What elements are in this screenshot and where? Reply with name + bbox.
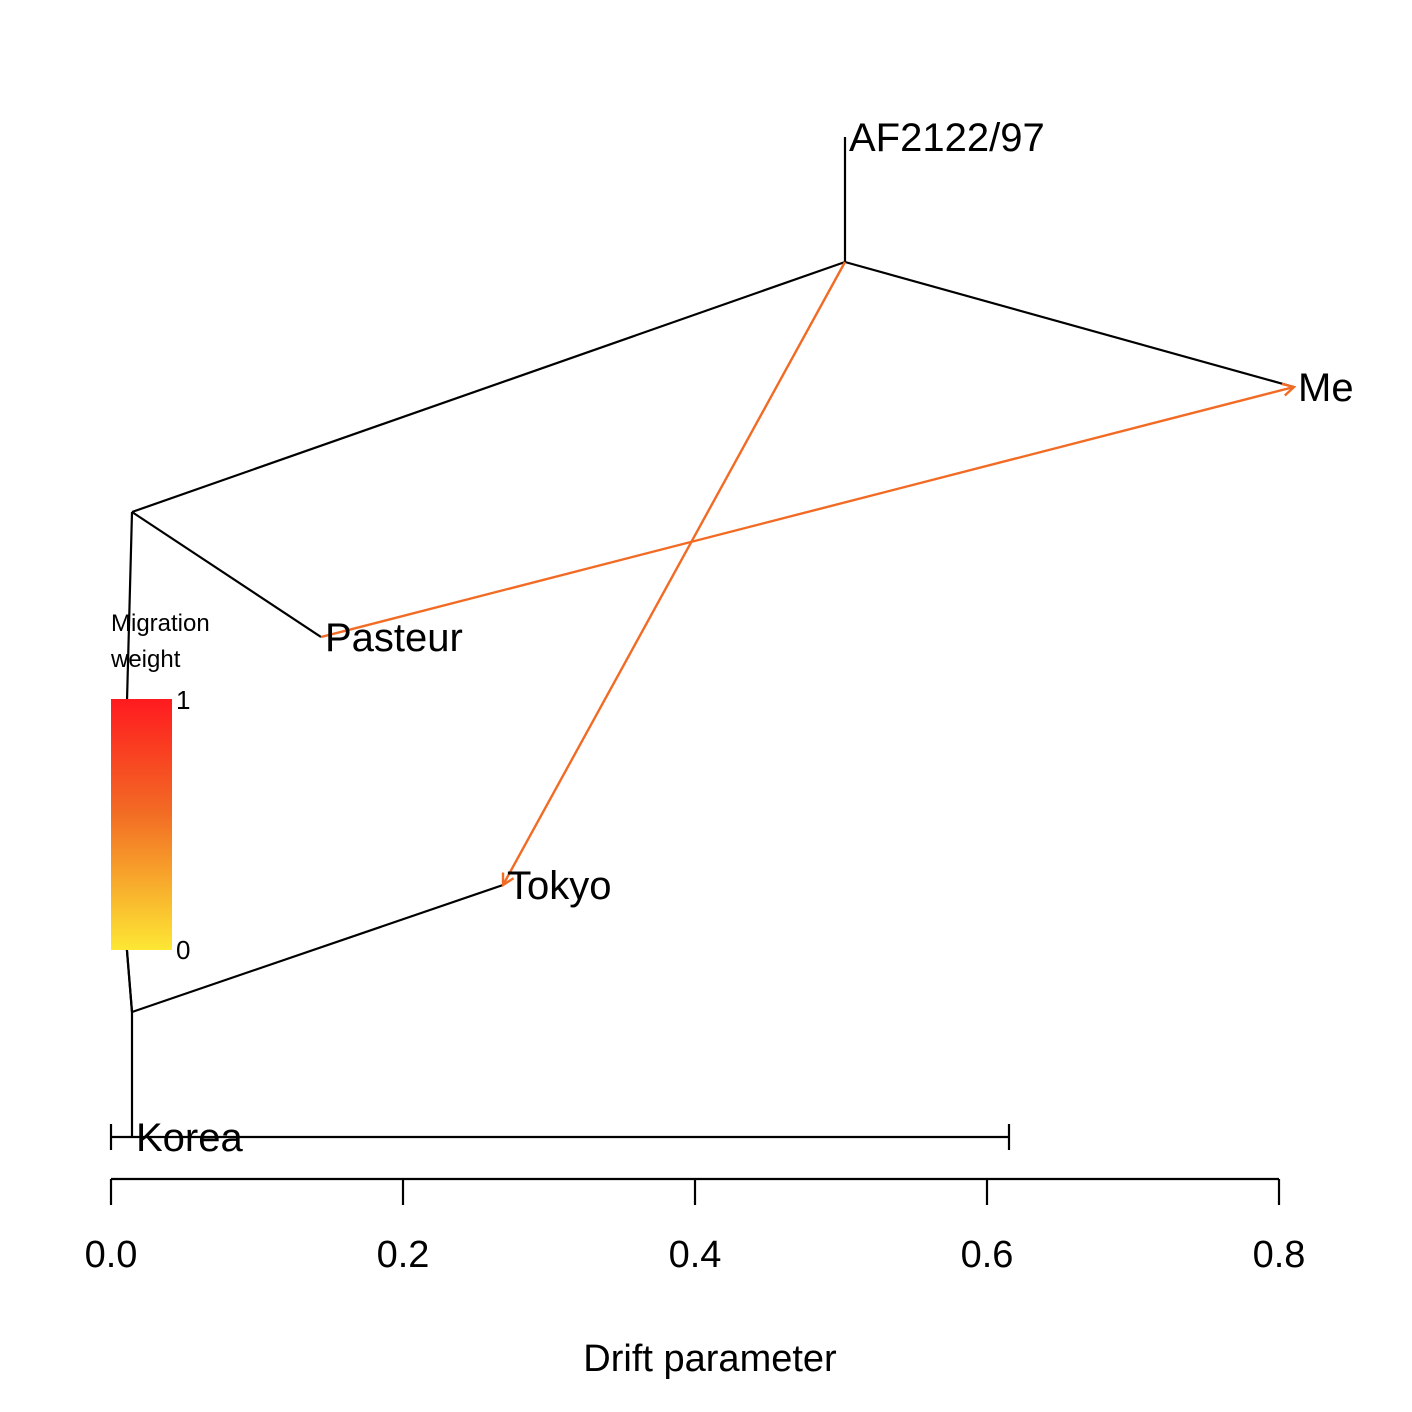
migration-edges bbox=[320, 261, 1294, 885]
migration-legend: Migration weight 1 0 bbox=[110, 610, 210, 965]
branch-n_upper-to-nafme bbox=[131, 260, 846, 514]
legend-max-label: 1 bbox=[176, 685, 190, 715]
tree-branches bbox=[120, 137, 1295, 1137]
tip-label-me: Me bbox=[1298, 366, 1354, 410]
branch-n_korea_tokyo-to-Tokyo bbox=[131, 883, 504, 1014]
x-tick-label-3: 0.6 bbox=[961, 1234, 1014, 1276]
legend-min-label: 0 bbox=[176, 935, 190, 965]
branch-n_upper-to-Pasteur bbox=[131, 511, 322, 638]
migration-edge-2 bbox=[503, 261, 847, 885]
x-tick-label-4: 0.8 bbox=[1253, 1234, 1306, 1276]
legend-title-line2: weight bbox=[110, 646, 181, 673]
branch-n_af_me-to-Me bbox=[844, 260, 1295, 389]
x-axis: 0.0 0.2 0.4 0.6 0.8 bbox=[85, 1177, 1306, 1276]
tip-label-pasteur: Pasteur bbox=[325, 616, 463, 660]
legend-color-bar bbox=[111, 699, 172, 950]
legend-title-line1: Migration bbox=[111, 610, 210, 637]
x-axis-title: Drift parameter bbox=[583, 1338, 837, 1380]
x-tick-label-0: 0.0 bbox=[85, 1234, 138, 1276]
x-tick-label-2: 0.4 bbox=[669, 1234, 722, 1276]
migration-edge-1 bbox=[320, 387, 1294, 639]
tip-label-af212297: AF2122/97 bbox=[849, 116, 1045, 160]
drift-scale-bar bbox=[109, 1124, 1011, 1150]
x-tick-label-1: 0.2 bbox=[377, 1234, 430, 1276]
tip-label-tokyo: Tokyo bbox=[507, 864, 612, 908]
